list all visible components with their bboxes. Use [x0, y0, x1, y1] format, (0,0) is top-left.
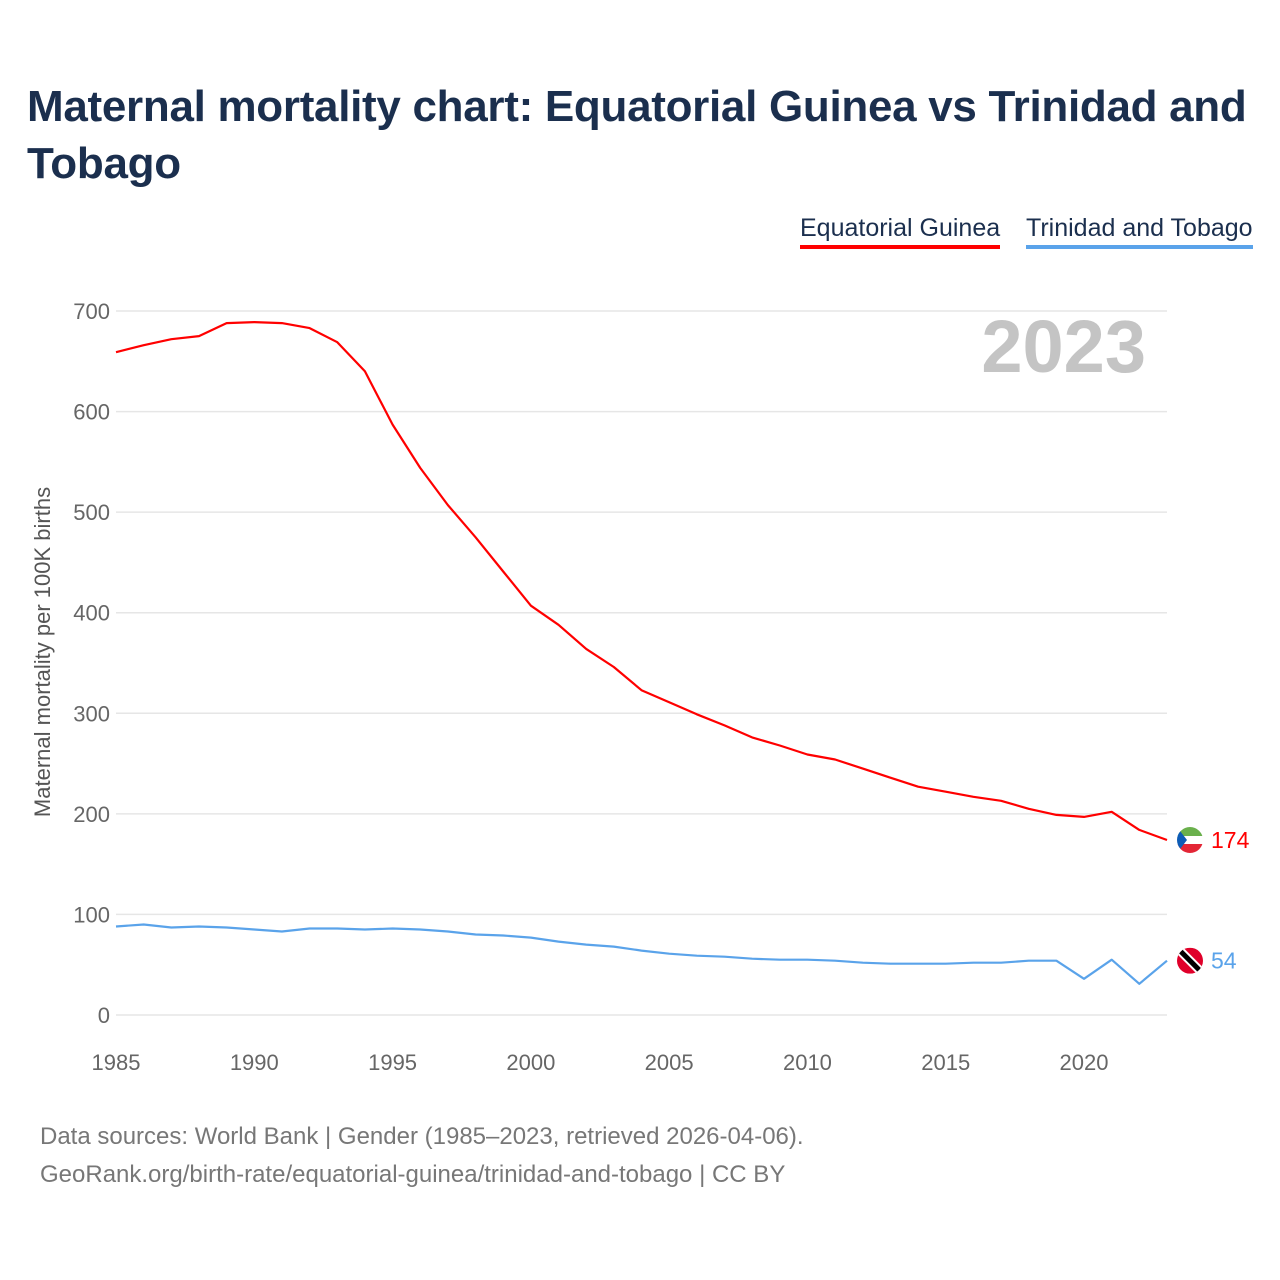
x-tick-label: 1990: [230, 1050, 279, 1075]
y-tick-label: 600: [73, 400, 110, 425]
end-value-label: 54: [1211, 948, 1237, 974]
footer: Data sources: World Bank | Gender (1985–…: [40, 1118, 804, 1194]
x-tick-label: 2005: [645, 1050, 694, 1075]
x-tick-label: 2015: [921, 1050, 970, 1075]
y-tick-label: 500: [73, 500, 110, 525]
y-tick-label: 400: [73, 601, 110, 626]
y-tick-label: 0: [98, 1003, 110, 1028]
x-tick-label: 2010: [783, 1050, 832, 1075]
series-line-1[interactable]: [115, 923, 1168, 985]
legend-equatorial-guinea[interactable]: Equatorial Guinea: [800, 214, 1001, 249]
chart-title: Maternal mortality chart: Equatorial Gui…: [27, 82, 1247, 188]
x-tick-label: 2000: [506, 1050, 555, 1075]
end-value-label: 174: [1211, 827, 1250, 853]
x-tick-label: 1995: [368, 1050, 417, 1075]
y-tick-label: 700: [73, 299, 110, 324]
x-tick-label: 1985: [92, 1050, 141, 1075]
equatorial-guinea-flag-icon: [1177, 827, 1203, 854]
legend-trinidad-and-tobago[interactable]: Trinidad and Tobago: [1026, 214, 1253, 249]
y-axis-label: Maternal mortality per 100K births: [30, 487, 55, 817]
year-watermark: 2023: [981, 305, 1146, 388]
y-tick-label: 100: [73, 902, 110, 927]
y-tick-label: 200: [73, 802, 110, 827]
source-link[interactable]: GeoRank.org/birth-rate/equatorial-guinea…: [40, 1161, 786, 1188]
x-tick-label: 2020: [1060, 1050, 1109, 1075]
trinidad-flag-icon: [1177, 947, 1203, 974]
data-source: Data sources: World Bank | Gender (1985–…: [40, 1123, 804, 1150]
y-tick-label: 300: [73, 701, 110, 726]
series-line-0[interactable]: [115, 321, 1168, 842]
